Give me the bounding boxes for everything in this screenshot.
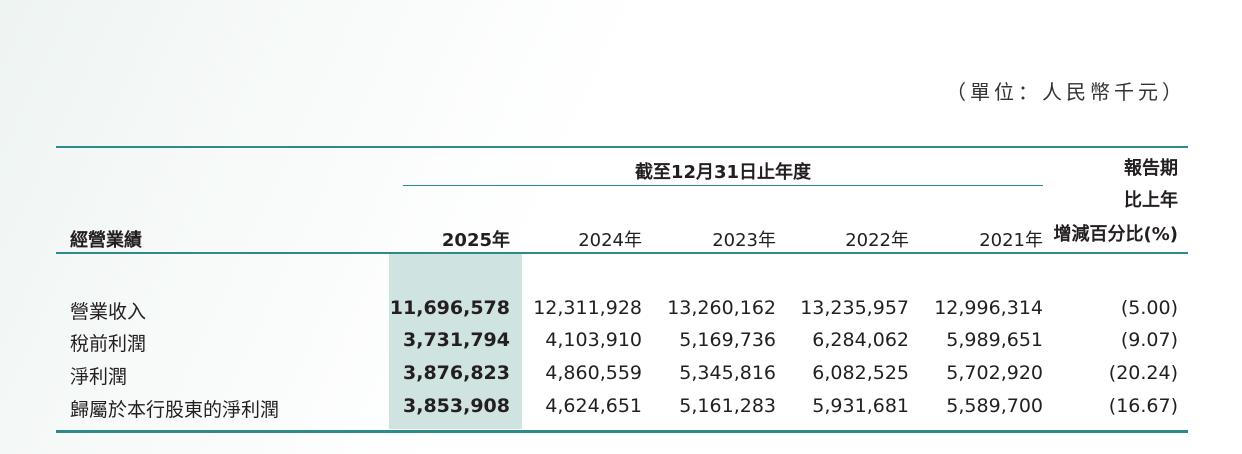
year-header-2024: 2024年	[578, 230, 642, 251]
cell-2023: 13,260,162	[667, 297, 776, 319]
cell-change: (9.07)	[1120, 329, 1178, 351]
cell-2025: 3,853,908	[403, 395, 510, 417]
row-label: 稅前利潤	[70, 333, 147, 355]
cell-2021: 12,996,314	[934, 297, 1043, 319]
cell-2021: 5,589,700	[946, 395, 1043, 417]
change-header-line-1: 報告期	[1124, 158, 1178, 179]
cell-change: (5.00)	[1120, 297, 1178, 319]
header-bottom-rule	[56, 252, 1188, 254]
group-title: 截至12月31日止年度	[634, 162, 812, 183]
year-header-2022: 2022年	[845, 230, 909, 251]
cell-change: (20.24)	[1108, 362, 1178, 384]
change-header-line-3: 增減百分比(%)	[1053, 224, 1179, 245]
row-label: 營業收入	[70, 301, 147, 323]
cell-2021: 5,989,651	[946, 329, 1043, 351]
row-label: 歸屬於本行股東的淨利潤	[70, 399, 280, 421]
current-year-highlight	[389, 254, 522, 429]
cell-2024: 4,624,651	[545, 395, 642, 417]
table-row: 淨利潤 3,876,823 4,860,559 5,345,816 6,082,…	[0, 362, 1242, 394]
cell-2024: 4,103,910	[545, 329, 642, 351]
year-header-2025: 2025年	[441, 230, 510, 251]
table-row: 稅前利潤 3,731,794 4,103,910 5,169,736 6,284…	[0, 329, 1242, 361]
cell-2024: 12,311,928	[533, 297, 642, 319]
row-label: 淨利潤	[70, 366, 128, 388]
cell-2023: 5,169,736	[679, 329, 776, 351]
table-bottom-rule	[56, 430, 1188, 433]
cell-2025: 3,876,823	[403, 362, 510, 384]
change-header-line-2: 比上年	[1124, 190, 1178, 211]
cell-2024: 4,860,559	[545, 362, 642, 384]
cell-change: (16.67)	[1108, 395, 1178, 417]
table-top-rule	[56, 146, 1188, 148]
year-header-2023: 2023年	[712, 230, 776, 251]
cell-2021: 5,702,920	[946, 362, 1043, 384]
cell-2022: 13,235,957	[800, 297, 909, 319]
cell-2025: 11,696,578	[389, 297, 510, 319]
cell-2022: 6,082,525	[812, 362, 909, 384]
cell-2023: 5,161,283	[679, 395, 776, 417]
unit-note: （單位：人民幣千元）	[946, 80, 1186, 104]
year-header-2021: 2021年	[979, 230, 1043, 251]
group-rule	[403, 185, 1043, 186]
cell-2025: 3,731,794	[403, 329, 510, 351]
table-row: 營業收入 11,696,578 12,311,928 13,260,162 13…	[0, 297, 1242, 329]
cell-2022: 6,284,062	[812, 329, 909, 351]
cell-2022: 5,931,681	[812, 395, 909, 417]
table-row: 歸屬於本行股東的淨利潤 3,853,908 4,624,651 5,161,28…	[0, 395, 1242, 427]
cell-2023: 5,345,816	[679, 362, 776, 384]
section-label: 經營業績	[70, 230, 142, 251]
